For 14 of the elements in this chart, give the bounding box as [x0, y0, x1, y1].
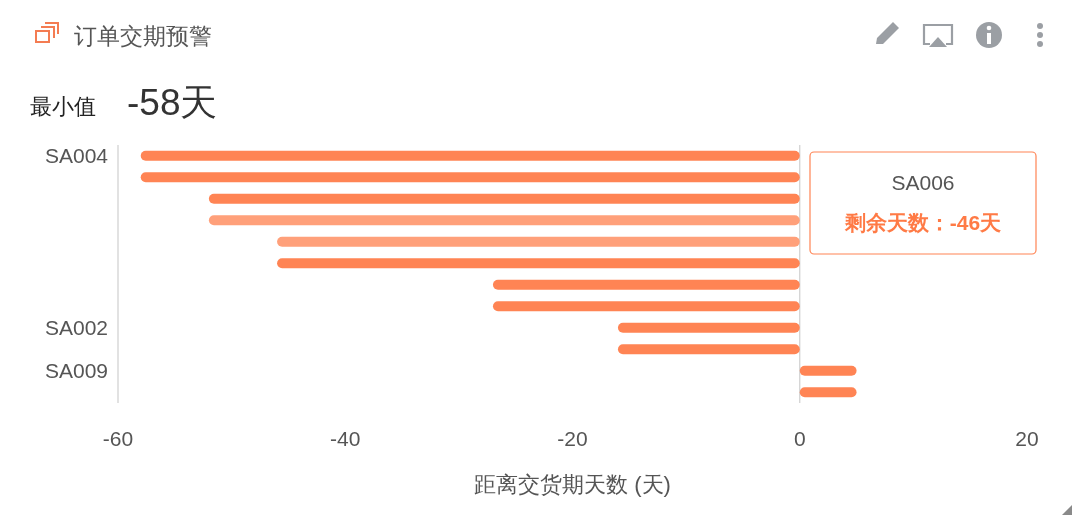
chart-title: 订单交期预警	[74, 23, 212, 49]
tooltip: SA006 剩余天数：-46天	[809, 151, 1037, 255]
text: -58天	[127, 82, 218, 123]
y-tick-label: SA004	[44, 143, 109, 167]
x-tick-label: -60	[102, 427, 134, 450]
x-tick-label: -20	[557, 427, 588, 450]
x-axis-title: 距离交货期天数 (天)	[474, 472, 671, 497]
y-tick-label: SA002	[44, 315, 108, 339]
x-tick-label: 0	[793, 427, 806, 450]
annotation: SA006 剩余天数：-46天	[843, 171, 1002, 234]
text: 最小值	[30, 94, 96, 119]
y-tick-label: SA009	[44, 358, 108, 382]
x-tick-label: 20	[1015, 427, 1039, 450]
x-tick-label: -40	[330, 427, 361, 450]
